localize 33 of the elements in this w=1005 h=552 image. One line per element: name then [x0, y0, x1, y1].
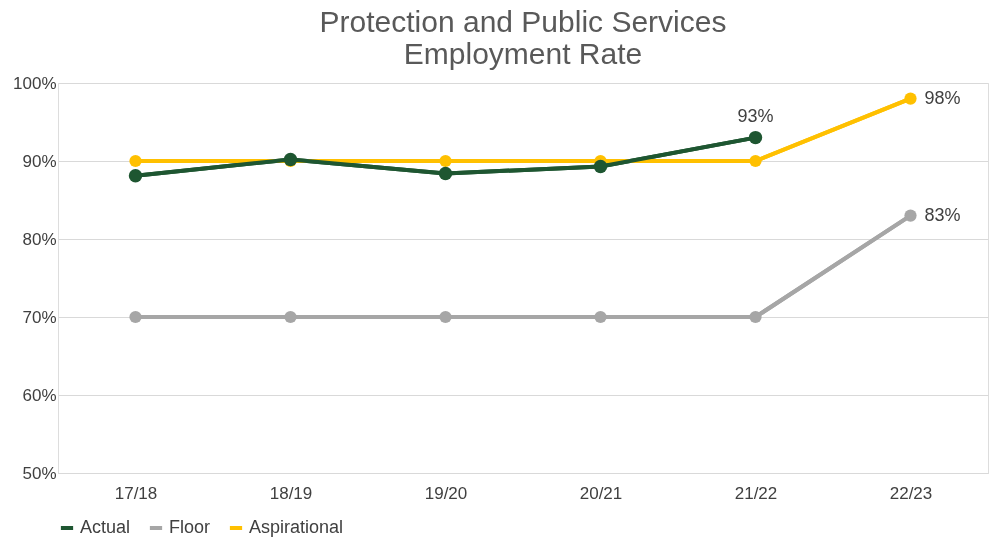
- y-tick-label: 50%: [22, 463, 57, 483]
- point: [439, 154, 452, 168]
- y-tick-label: 90%: [22, 151, 57, 171]
- y-tick-label: 60%: [22, 385, 57, 405]
- point: [594, 310, 607, 324]
- point: [593, 159, 608, 174]
- point: [749, 310, 762, 324]
- point: [129, 154, 142, 168]
- point: [128, 169, 143, 183]
- data-label: 83%: [924, 204, 961, 225]
- point: [129, 310, 142, 324]
- x-tick-label: 21/22: [734, 483, 778, 503]
- point: [904, 92, 917, 105]
- x-tick-label: 17/18: [114, 483, 158, 503]
- point: [748, 130, 763, 145]
- point: [439, 310, 452, 324]
- legend-label: Aspirational: [249, 517, 344, 537]
- x-tick-label: 19/20: [424, 483, 468, 503]
- point: [284, 310, 297, 324]
- legend-label: Actual: [80, 517, 131, 537]
- chart-title: Protection and Public Services Employment Rate: [319, 5, 727, 70]
- x-tick-label: 20/21: [579, 483, 623, 503]
- y-tick-label: 80%: [22, 229, 57, 249]
- data-label: 93%: [737, 105, 774, 126]
- point: [749, 154, 762, 168]
- y-tick-label: 70%: [22, 307, 57, 327]
- point: [904, 209, 917, 222]
- legend-label: Floor: [169, 517, 211, 537]
- data-label: 98%: [924, 87, 961, 108]
- x-tick-label: 22/23: [889, 483, 933, 503]
- point: [438, 166, 453, 181]
- x-tick-label: 18/19: [269, 483, 313, 503]
- y-tick-label: 100%: [13, 73, 57, 93]
